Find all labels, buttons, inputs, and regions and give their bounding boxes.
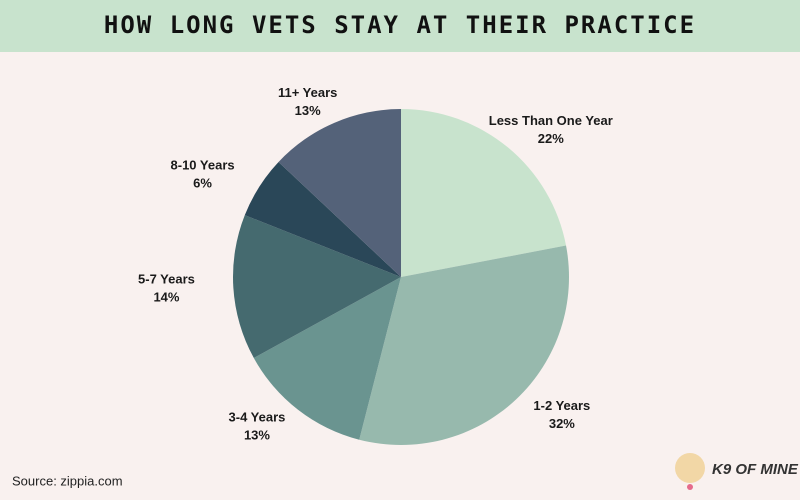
pie-slice (233, 215, 401, 358)
value-label: 13% (295, 103, 321, 118)
header-band (0, 0, 800, 52)
pie-slice (401, 109, 567, 277)
logo-text: K9 OF MINE (712, 461, 799, 478)
logo: K9 OF MINE (675, 453, 799, 490)
slice-label: 8-10 Years (171, 158, 235, 173)
value-label: 13% (244, 428, 270, 443)
value-label: 32% (549, 416, 575, 431)
value-label: 22% (538, 131, 564, 146)
logo-tag (687, 484, 693, 490)
pie-slice (359, 245, 569, 445)
slice-label: 5-7 Years (138, 271, 195, 286)
pie-slice (244, 161, 401, 277)
logo-icon (675, 453, 705, 483)
value-label: 14% (153, 289, 179, 304)
source: Source: zippia.com (12, 473, 123, 488)
slice-label: 11+ Years (278, 85, 337, 100)
chart-title: HOW LONG VETS STAY AT THEIR PRACTICE (104, 11, 696, 39)
pie-slice (278, 109, 401, 277)
slice-label: 3-4 Years (229, 410, 286, 425)
pie-slice (253, 277, 401, 440)
slice-label: 1-2 Years (533, 398, 590, 413)
value-label: 6% (193, 176, 212, 191)
slice-label: Less Than One Year (489, 113, 613, 128)
